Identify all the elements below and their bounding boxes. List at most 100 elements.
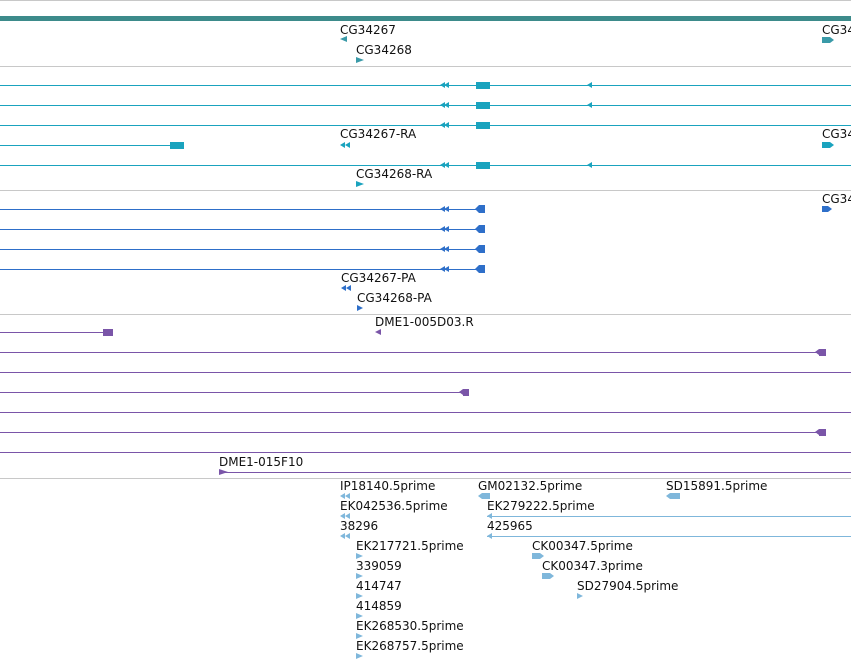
probe-line[interactable] — [0, 432, 826, 433]
protein-arrow — [444, 226, 449, 232]
gene-feature[interactable] — [340, 36, 347, 42]
est-arrow[interactable] — [356, 653, 363, 659]
protein-exon[interactable] — [479, 205, 485, 213]
protein-arrow — [475, 245, 479, 253]
est-block[interactable] — [482, 493, 490, 499]
est-arrow[interactable] — [340, 493, 345, 499]
transcript-arrow — [340, 142, 345, 148]
transcript-line[interactable] — [0, 165, 851, 166]
protein-arrow — [475, 265, 479, 273]
est-label: CK00347.3prime — [542, 559, 643, 573]
track-separator — [0, 190, 851, 191]
est-arrow[interactable] — [356, 633, 363, 639]
est-arrow[interactable] — [345, 533, 350, 539]
protein-line[interactable] — [0, 249, 484, 250]
transcript-arrow — [440, 102, 445, 108]
transcript-arrow[interactable] — [356, 181, 364, 187]
probe-arrow — [815, 349, 819, 355]
protein-arrow[interactable] — [346, 285, 351, 291]
protein-label: CG34 — [822, 192, 851, 206]
transcript-arrow — [440, 82, 445, 88]
probe-block[interactable] — [103, 329, 113, 336]
transcript-exon[interactable] — [476, 102, 490, 109]
est-label: 425965 — [487, 519, 533, 533]
transcript-line[interactable] — [0, 105, 851, 106]
est-arrow — [487, 533, 492, 539]
est-arrow[interactable] — [340, 513, 345, 519]
probe-line[interactable] — [0, 372, 851, 373]
probe-block[interactable] — [819, 349, 826, 356]
est-label: CK00347.5prime — [532, 539, 633, 553]
protein-arrow — [444, 246, 449, 252]
est-arrow[interactable] — [356, 613, 363, 619]
est-block[interactable] — [532, 553, 540, 559]
transcript-arrow — [587, 162, 592, 168]
est-label: SD15891.5prime — [666, 479, 768, 493]
summary-bar — [0, 16, 851, 21]
probe-feature[interactable] — [375, 329, 381, 335]
protein-line[interactable] — [0, 229, 484, 230]
transcript-label: CG34268-RA — [356, 167, 433, 181]
transcript-line[interactable] — [0, 145, 180, 146]
transcript-arrow — [587, 102, 592, 108]
top-border — [0, 0, 851, 1]
est-label: 414747 — [356, 579, 402, 593]
est-arrow — [478, 493, 482, 499]
probe-line[interactable] — [0, 332, 110, 333]
est-line[interactable] — [487, 516, 851, 517]
est-arrow — [540, 553, 544, 559]
probe-block[interactable] — [463, 389, 469, 396]
protein-arrow — [444, 266, 449, 272]
transcript-label: CG34 — [822, 127, 851, 141]
est-label: EK217721.5prime — [356, 539, 464, 553]
probe-arrow — [815, 429, 819, 435]
transcript-exon[interactable] — [170, 142, 184, 149]
est-arrow[interactable] — [356, 593, 363, 599]
probe-block[interactable] — [819, 429, 826, 436]
probe-arrow — [459, 389, 463, 395]
est-arrow[interactable] — [356, 553, 363, 559]
transcript-line[interactable] — [0, 125, 851, 126]
protein-exon[interactable] — [479, 265, 485, 273]
probe-line[interactable] — [0, 452, 851, 453]
est-block[interactable] — [542, 573, 550, 579]
protein-arrow — [475, 205, 479, 213]
protein-line[interactable] — [0, 209, 484, 210]
est-arrow — [487, 513, 492, 519]
protein-arrow — [440, 246, 445, 252]
est-arrow[interactable] — [356, 573, 363, 579]
probe-line[interactable] — [0, 392, 469, 393]
transcript-exon[interactable] — [822, 142, 830, 148]
protein-arrow[interactable] — [357, 305, 363, 311]
transcript-arrow — [444, 102, 449, 108]
transcript-arrow — [587, 82, 592, 88]
est-arrow[interactable] — [345, 493, 350, 499]
transcript-exon[interactable] — [476, 162, 490, 169]
probe-line[interactable] — [219, 472, 851, 473]
transcript-arrow — [444, 82, 449, 88]
protein-arrow[interactable] — [341, 285, 346, 291]
protein-exon[interactable] — [479, 225, 485, 233]
probe-line[interactable] — [0, 352, 826, 353]
protein-exon[interactable] — [479, 245, 485, 253]
transcript-exon[interactable] — [476, 82, 490, 89]
gene-feature[interactable] — [822, 37, 830, 43]
track-separator — [0, 478, 851, 479]
est-block[interactable] — [670, 493, 680, 499]
protein-feature[interactable] — [822, 206, 828, 212]
gene-feature[interactable] — [356, 57, 364, 63]
probe-label: DME1-015F10 — [219, 455, 304, 469]
est-arrow[interactable] — [345, 513, 350, 519]
est-label: EK279222.5prime — [487, 499, 595, 513]
est-arrow[interactable] — [577, 593, 583, 599]
protein-line[interactable] — [0, 269, 484, 270]
probe-arrow — [219, 469, 228, 475]
transcript-line[interactable] — [0, 85, 851, 86]
est-arrow[interactable] — [340, 533, 345, 539]
est-line[interactable] — [487, 536, 851, 537]
transcript-exon[interactable] — [476, 122, 490, 129]
transcript-arrow — [440, 122, 445, 128]
est-label: GM02132.5prime — [478, 479, 583, 493]
transcript-arrow — [444, 122, 449, 128]
probe-line[interactable] — [0, 412, 851, 413]
